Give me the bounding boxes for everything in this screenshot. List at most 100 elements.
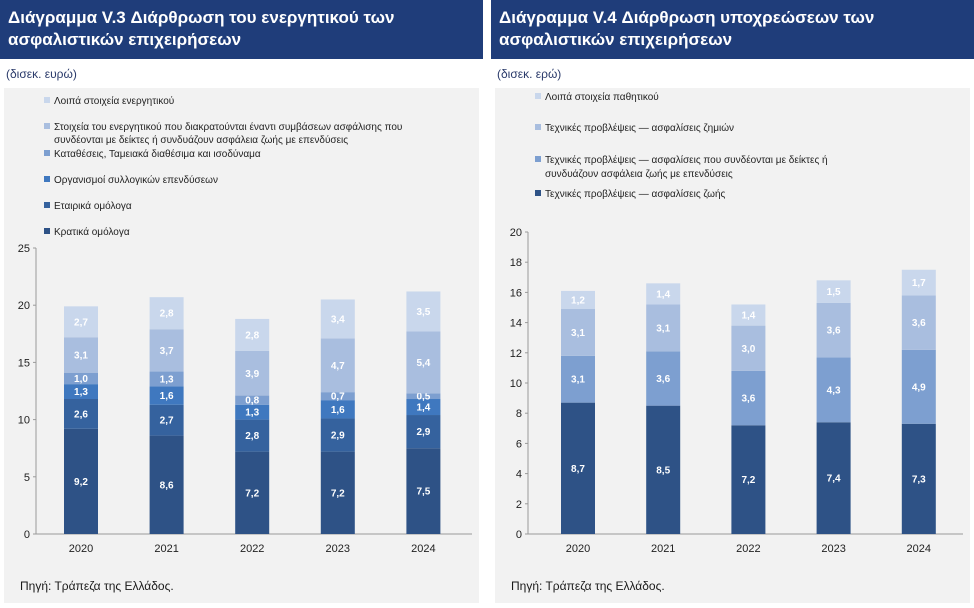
data-label: 3,7 [160,346,174,357]
source-note: Πηγή: Τράπεζα της Ελλάδος. [511,579,665,593]
legend-entry: Καταθέσεις, Ταμειακά διαθέσιμα και ισοδύ… [54,148,261,160]
x-tick-label: 2024 [411,543,435,555]
legend-entry-line: Στοιχεία του ενεργητικού που διακρατούντ… [54,121,402,133]
y-tick-label: 4 [516,469,522,481]
bar-segment [149,297,184,330]
bar-segment [320,338,355,393]
data-label: 1,3 [160,374,174,385]
legend-entry-line: Κρατικά ομόλογα [54,226,130,238]
data-label: 3,0 [741,344,755,355]
bar-segment [235,318,270,351]
data-label: 1,6 [160,391,174,402]
bar-segment [320,392,355,401]
y-tick-label: 15 [18,357,30,369]
bar-segment [64,337,98,373]
data-label: 1,3 [245,408,259,419]
legend-entry: Τεχνικές προβλέψεις — ασφαλίσεις ζημιών [545,122,734,134]
bar-segment [646,405,681,534]
bar-segment [64,384,98,400]
bar-segment [64,306,98,338]
x-tick-label: 2022 [240,543,264,555]
bar-segment [901,423,936,534]
bar-segment [320,299,355,339]
bar-segment [149,435,184,534]
bars: 9,2 2,6 1,3 1,0 3,1 2,7 2020 8,6 2,7 1,6 1,3 3,7 2,8… [64,291,441,555]
bar-segment [406,448,441,534]
data-label: 3,6 [741,394,755,405]
data-label: 7,4 [827,474,841,485]
data-label: 1,6 [331,405,345,416]
bar-segment [561,355,595,403]
y-tick-label: 14 [510,318,522,330]
legend-swatch [535,190,541,196]
data-label: 1,2 [571,295,585,306]
data-label: 0,7 [331,392,345,403]
bar-segment [816,422,851,534]
bar-segment [149,386,184,405]
bar-segment [406,399,441,416]
data-label: 3,1 [74,350,88,361]
bar-segment [816,302,851,358]
legend: Λοιπά στοιχεία παθητικού Τεχνικές προβλέψ… [535,91,828,200]
legend-swatch [44,150,50,156]
chart-title-line2: ασφαλιστικών επιχειρήσεων [499,30,733,49]
x-tick-label: 2024 [907,543,931,555]
legend-entry-line: συνδέονται με δείκτες ή συνδυάζουν ασφάλ… [54,134,348,146]
legend-entry: Λοιπά στοιχεία παθητικού [545,91,659,103]
data-label: 0,5 [416,392,430,403]
bar-segment [235,395,270,405]
data-label: 7,2 [331,488,345,499]
bar-segment [320,451,355,534]
x-tick-label: 2022 [736,543,760,555]
bar-segment [406,415,441,449]
data-label: 3,5 [416,307,430,318]
stacked-bar-chart-assets: 0 5 10 15 20 25 9,2 2,6 1,3 1,0 3,1 2,7 2020 8,6 2,7 1,… [18,95,472,555]
legend-entry-line: Καταθέσεις, Ταμειακά διαθέσιμα και ισοδύ… [54,148,261,160]
bar-segment [320,400,355,419]
legend-entry-line: Τεχνικές προβλέψεις — ασφαλίσεις που συν… [545,154,828,166]
legend-swatch [535,124,541,130]
data-label: 4,3 [827,385,841,396]
y-tick-label: 16 [510,287,522,299]
bar-segment [235,419,270,452]
bar-segment [731,370,766,426]
chart-title: Διάγραμμα V.4 Διάρθρωση υποχρεώσεων των … [491,0,974,59]
bar-segment [406,393,441,400]
legend-swatch [44,176,50,182]
x-tick-label: 2020 [566,543,590,555]
chart-title-line1: Διάγραμμα V.4 Διάρθρωση υποχρεώσεων των [499,8,875,27]
data-label: 2,9 [331,431,345,442]
data-label: 3,9 [245,369,259,380]
data-label: 2,7 [74,317,88,328]
bar-segment [320,418,355,452]
stacked-bar-chart-liabilities: 0 2 4 6 8 10 12 14 16 18 20 8,7 3,1 3,1 1,2 2020 8,5 3,6 3… [510,91,963,555]
data-label: 4,9 [912,382,926,393]
x-tick-label: 2021 [154,543,178,555]
data-label: 2,8 [245,330,259,341]
data-label: 3,1 [571,328,585,339]
bar-segment [731,325,766,371]
plot-area: 0 5 10 15 20 25 9,2 2,6 1,3 1,0 3,1 2,7 2020 8,6 2,7 1,… [4,88,479,603]
chart-panel-assets: Διάγραμμα V.3 Διάρθρωση του ενεργητικού … [0,0,483,608]
data-label: 4,7 [331,361,345,372]
legend-entry-line: Λοιπά στοιχεία παθητικού [545,91,659,103]
y-tick-label: 20 [18,300,30,312]
legend-entry-line: Τεχνικές προβλέψεις — ασφαλίσεις ζημιών [545,122,734,134]
bar-segment [561,290,595,310]
legend-entry: Λοιπά στοιχεία ενεργητικού [54,95,174,107]
legend-entry-line: Λοιπά στοιχεία ενεργητικού [54,95,174,107]
bar-segment [406,291,441,332]
unit-label: (δισεκ. ευρώ) [6,67,77,81]
y-tick-label: 25 [18,243,30,255]
data-label: 1,4 [416,403,430,414]
data-label: 7,3 [912,474,926,485]
chart-panel-liabilities: Διάγραμμα V.4 Διάρθρωση υποχρεώσεων των … [491,0,974,608]
unit-label: (δισεκ. ερώ) [497,67,562,81]
data-label: 2,8 [245,431,259,442]
bar-segment [901,349,936,424]
source-note: Πηγή: Τράπεζα της Ελλάδος. [20,579,174,593]
data-label: 1,3 [74,387,88,398]
bar-segment [64,399,98,429]
data-label: 2,7 [160,416,174,427]
data-label: 1,4 [656,289,670,300]
